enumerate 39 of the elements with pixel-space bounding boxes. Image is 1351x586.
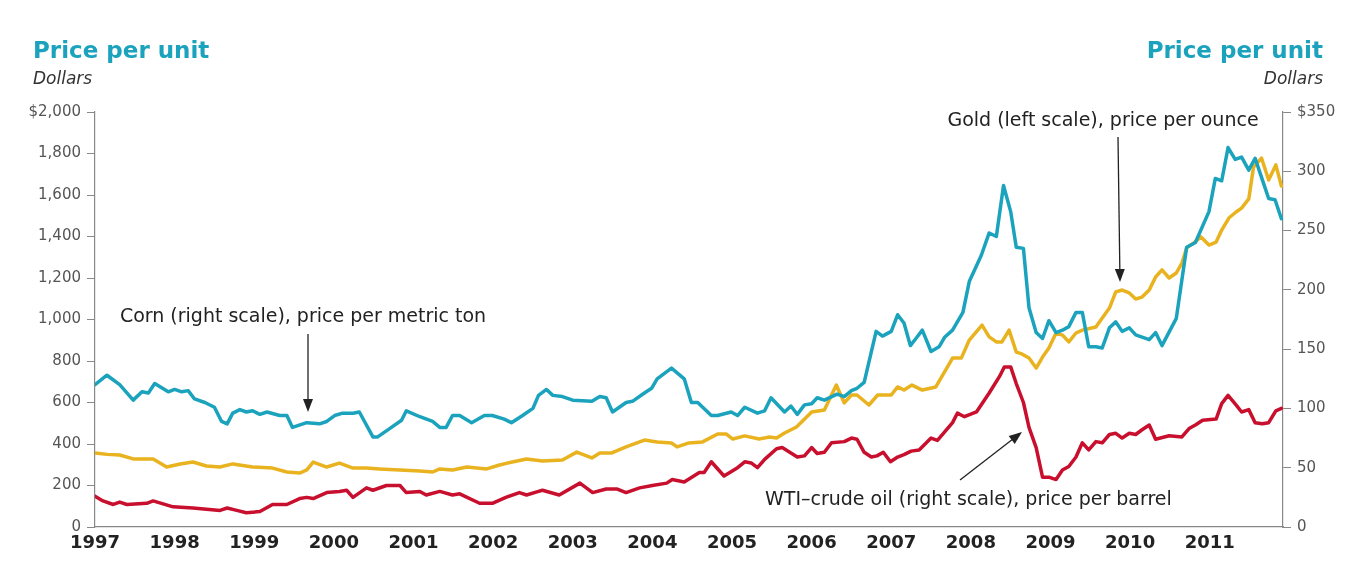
y2-tick-label: 100 (1297, 398, 1326, 417)
x-tick-label: 2002 (468, 531, 519, 553)
y2-tick-label: 200 (1297, 279, 1326, 298)
y-axis-title: Price per unit (33, 37, 210, 63)
y-tick-label: 600 (52, 392, 81, 411)
y2-tick-label: 50 (1297, 457, 1317, 476)
y2-tick-label: 250 (1297, 220, 1326, 239)
x-tick-label: 2008 (945, 531, 996, 553)
y-tick-label: 200 (52, 475, 81, 494)
x-tick-label: 1998 (149, 531, 200, 553)
y2-tick-label: 150 (1297, 339, 1326, 358)
y-tick-label: 1,600 (38, 184, 81, 203)
y-tick-label: 1,000 (38, 309, 81, 328)
y-tick-label: 1,400 (38, 226, 81, 245)
annotation: WTI–crude oil (right scale), price per barrel (765, 487, 1172, 509)
x-tick-label: 2004 (627, 531, 678, 553)
x-tick-label: 2003 (547, 531, 598, 553)
y2-axis-title: Price per unit (1146, 37, 1323, 63)
x-tick-label: 2006 (786, 531, 837, 553)
annotation: Gold (left scale), price per ounce (947, 108, 1259, 130)
annotation: Corn (right scale), price per metric ton (119, 304, 487, 326)
x-tick-label: 2009 (1025, 531, 1076, 553)
y-tick-label: 800 (52, 350, 81, 369)
x-tick-label: 2005 (706, 531, 758, 553)
y2-tick-label: 0 (1297, 516, 1307, 535)
x-tick-label: 2010 (1105, 531, 1156, 553)
text: Dollars (1263, 68, 1324, 88)
x-tick-label: 1999 (229, 531, 280, 553)
y-tick-label: 1,200 (38, 267, 81, 286)
y-tick-label: 400 (52, 433, 81, 452)
y2-tick-label: 300 (1297, 161, 1326, 180)
y-tick-label: $2,000 (28, 101, 81, 120)
x-tick-label: 2007 (866, 531, 917, 553)
x-tick-label: 2011 (1184, 531, 1235, 553)
x-tick-label: 2000 (308, 531, 359, 553)
y2-tick-label: $350 (1297, 101, 1336, 120)
text: Dollars (33, 68, 93, 88)
y-tick-label: 1,800 (38, 143, 81, 162)
x-tick-label: 2001 (388, 531, 439, 553)
